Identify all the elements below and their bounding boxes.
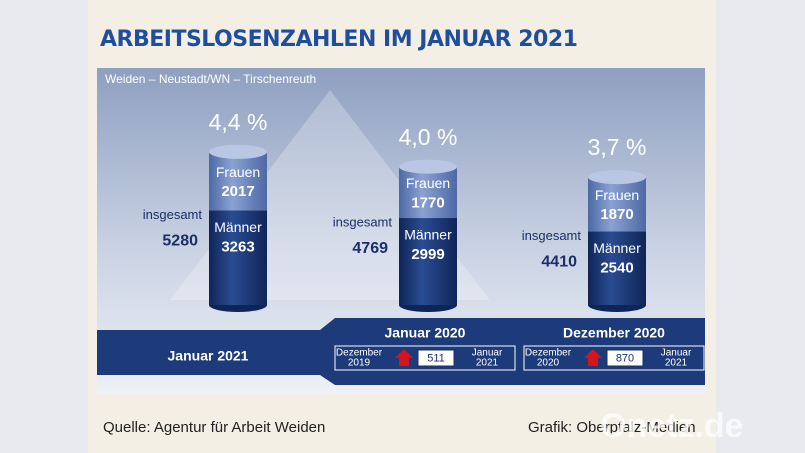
rate-label: 4,4 %	[209, 109, 268, 135]
segment-value: 2540	[600, 259, 633, 276]
total-label: insgesamt	[522, 228, 582, 243]
source: Quelle: Agentur für Arbeit Weiden	[103, 419, 325, 436]
total-value: 4769	[352, 240, 388, 257]
change-box	[606, 349, 644, 367]
segment-value: 3263	[221, 238, 254, 255]
cylinder-top	[588, 170, 646, 185]
total-label: insgesamt	[333, 214, 393, 229]
bar-segment	[209, 210, 267, 305]
segment-value: 2999	[411, 246, 444, 263]
comparison-box	[523, 345, 705, 371]
comparison-period: Dezember 2020	[563, 325, 665, 341]
comparison-from: Dezember	[525, 348, 572, 359]
total-value: 4410	[541, 254, 577, 271]
comparison-from: 2019	[348, 358, 371, 369]
segment-name: Frauen	[406, 175, 450, 191]
segment-name: Frauen	[595, 187, 639, 203]
comparison-from: Dezember	[336, 348, 383, 359]
cylinder-top	[209, 144, 267, 159]
total-value: 5280	[162, 233, 198, 250]
bar-segment	[588, 177, 646, 232]
category-label: Januar 2021	[168, 348, 249, 364]
segment-value: 1870	[600, 206, 633, 223]
comparison-to: 2021	[665, 358, 688, 369]
arrow-up	[395, 349, 413, 366]
title: ARBEITSLOSENZAHLEN IM JANUAR 2021	[100, 27, 577, 52]
total-label: insgesamt	[143, 207, 203, 222]
change-value: 511	[427, 352, 445, 364]
credit: Grafik: Oberpfalz-Medien	[528, 419, 696, 436]
change-value: 870	[616, 352, 634, 364]
segment-name: Männer	[214, 219, 262, 235]
segment-name: Frauen	[216, 164, 260, 180]
segment-name: Männer	[404, 227, 452, 243]
rate-label: 3,7 %	[588, 134, 647, 160]
comparison-period: Januar 2020	[385, 325, 466, 341]
comparison-to: Januar	[661, 348, 692, 359]
comparison-to: Januar	[472, 348, 503, 359]
comparison-box	[334, 345, 516, 371]
segment-value: 1770	[411, 194, 444, 211]
bar-segment	[209, 151, 267, 211]
bar-segment	[588, 231, 646, 305]
segment-name: Männer	[593, 240, 641, 256]
comparison-to: 2021	[476, 358, 499, 369]
cylinder-top	[399, 159, 457, 174]
arrow-up	[584, 349, 602, 366]
bar-segment	[399, 218, 457, 305]
watermark: Onetz.de	[600, 407, 744, 445]
subtitle: Weiden – Neustadt/WN – Tirschenreuth	[105, 72, 316, 86]
bar-segment	[399, 166, 457, 219]
rate-label: 4,0 %	[399, 124, 458, 150]
comparison-from: 2020	[537, 358, 560, 369]
bottom-band	[97, 318, 705, 385]
segment-value: 2017	[221, 183, 254, 200]
change-box	[417, 349, 455, 367]
